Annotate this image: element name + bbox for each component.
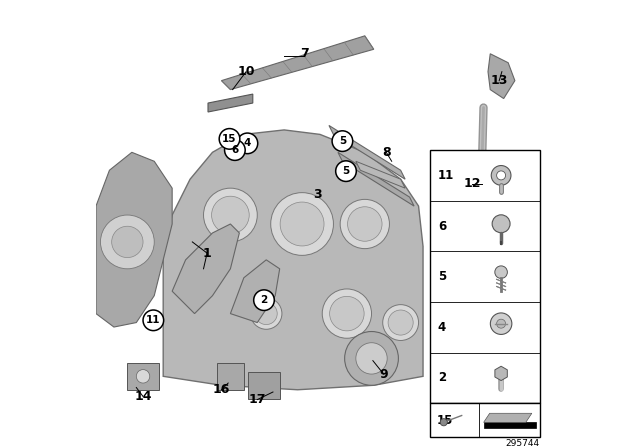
Circle shape: [383, 305, 419, 340]
Polygon shape: [163, 130, 423, 390]
Circle shape: [492, 215, 510, 233]
Circle shape: [340, 199, 389, 249]
Text: 2: 2: [438, 371, 446, 384]
Text: 14: 14: [134, 390, 152, 403]
Text: 3: 3: [314, 188, 322, 202]
Text: 11: 11: [438, 169, 454, 182]
Circle shape: [204, 188, 257, 242]
Text: 8: 8: [382, 146, 390, 159]
Text: 295744: 295744: [506, 439, 540, 448]
Text: 11: 11: [146, 315, 161, 325]
Circle shape: [323, 289, 371, 338]
Text: 5: 5: [339, 136, 346, 146]
Text: 6: 6: [231, 145, 239, 155]
Circle shape: [143, 310, 164, 331]
Circle shape: [332, 131, 353, 151]
Polygon shape: [96, 152, 172, 327]
Circle shape: [348, 207, 382, 241]
Text: 9: 9: [380, 367, 388, 381]
Circle shape: [497, 319, 506, 328]
Circle shape: [492, 166, 511, 185]
Circle shape: [111, 226, 143, 258]
Circle shape: [344, 332, 398, 385]
Circle shape: [237, 133, 258, 154]
Circle shape: [255, 303, 277, 324]
Polygon shape: [356, 161, 405, 188]
Text: 13: 13: [490, 74, 508, 87]
Text: 4: 4: [438, 321, 446, 334]
Bar: [430, 403, 540, 437]
Circle shape: [225, 140, 245, 160]
Circle shape: [136, 370, 150, 383]
Circle shape: [280, 202, 324, 246]
Circle shape: [336, 161, 356, 181]
Polygon shape: [172, 224, 239, 314]
Circle shape: [330, 297, 364, 331]
Circle shape: [271, 193, 333, 255]
Text: 15: 15: [222, 134, 237, 144]
Circle shape: [388, 310, 413, 335]
Polygon shape: [221, 36, 374, 90]
Bar: [430, 150, 540, 403]
Polygon shape: [338, 152, 414, 206]
Circle shape: [100, 215, 154, 269]
Circle shape: [490, 313, 512, 334]
Polygon shape: [484, 413, 532, 422]
Circle shape: [219, 129, 240, 149]
Circle shape: [497, 171, 506, 180]
Text: 4: 4: [244, 138, 251, 148]
Polygon shape: [208, 94, 253, 112]
Circle shape: [253, 290, 275, 310]
Text: 12: 12: [463, 177, 481, 190]
Polygon shape: [495, 366, 508, 380]
Text: 17: 17: [248, 393, 266, 406]
Circle shape: [212, 196, 249, 234]
Circle shape: [440, 418, 447, 426]
Text: 16: 16: [212, 383, 230, 396]
Text: 10: 10: [237, 65, 255, 78]
Polygon shape: [488, 54, 515, 99]
Bar: [248, 372, 280, 399]
Text: 5: 5: [438, 270, 446, 283]
Text: 5: 5: [342, 166, 349, 176]
Text: 15: 15: [437, 414, 453, 426]
Polygon shape: [329, 125, 405, 179]
Bar: [217, 363, 244, 390]
Bar: [127, 363, 159, 390]
Text: 7: 7: [300, 47, 308, 60]
Bar: [484, 422, 536, 428]
Text: 2: 2: [260, 295, 268, 305]
Polygon shape: [230, 260, 280, 323]
Circle shape: [356, 343, 387, 374]
Circle shape: [250, 298, 282, 329]
Circle shape: [495, 266, 508, 279]
Text: 1: 1: [203, 246, 211, 260]
Text: 6: 6: [438, 220, 446, 233]
